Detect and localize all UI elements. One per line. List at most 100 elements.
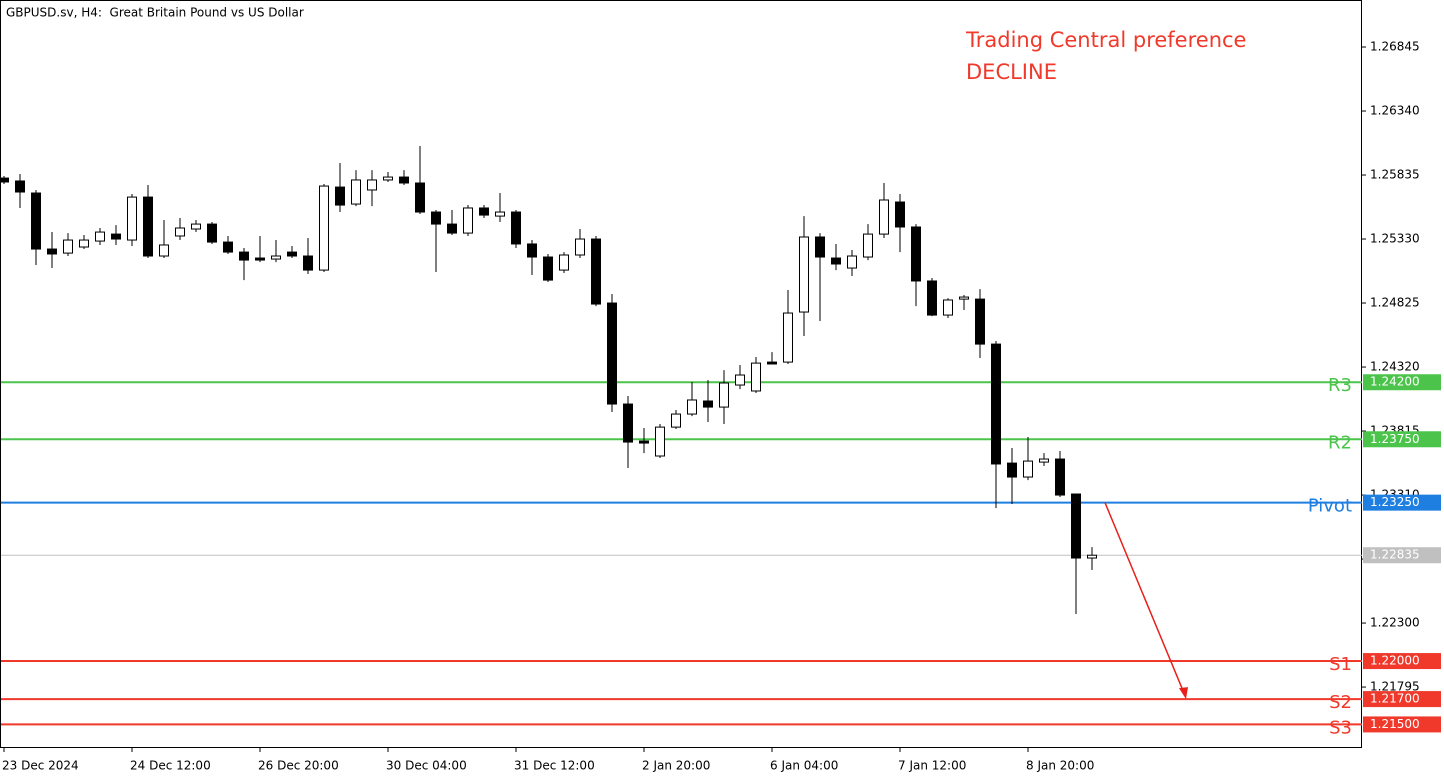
plot-frame xyxy=(0,0,1362,748)
level-label-box xyxy=(1363,494,1441,511)
candle-body xyxy=(463,207,473,234)
current-price-box xyxy=(1363,547,1441,564)
candle-body xyxy=(927,280,937,316)
level-label: 1.23250 xyxy=(1370,495,1420,509)
candle-body xyxy=(751,362,761,392)
candle-body xyxy=(175,227,185,237)
level-label-box xyxy=(1363,716,1441,733)
candle-body xyxy=(559,254,569,271)
candle-body xyxy=(943,299,953,316)
level-label-box xyxy=(1363,691,1441,708)
candle-body xyxy=(687,399,697,415)
level-label: 1.21700 xyxy=(1370,692,1420,706)
labels-layer: R3 1.24200 R2 1.23750 Pivot 1.23250 S1 1.22000 S… xyxy=(1104,374,1441,738)
candle-body xyxy=(335,186,345,206)
candle-body xyxy=(1055,458,1065,496)
candle-body xyxy=(479,207,489,216)
annotation: Trading Central preference xyxy=(965,28,1246,52)
candle-body xyxy=(383,176,393,181)
level-name: R2 xyxy=(1328,432,1352,453)
candle-body xyxy=(431,211,441,225)
candle-body xyxy=(0,177,9,183)
candle-body xyxy=(511,211,521,245)
y-tick-label: 1.22300 xyxy=(1370,616,1420,630)
candle-body xyxy=(1071,493,1081,559)
candle-body xyxy=(191,223,201,230)
candle-body xyxy=(15,180,25,193)
x-tick-label: 7 Jan 12:00 xyxy=(898,759,966,773)
y-tick-label: 1.21795 xyxy=(1370,680,1420,694)
candle-body xyxy=(703,400,713,408)
level-name: S2 xyxy=(1329,692,1352,713)
x-tick-label: 23 Dec 2024 xyxy=(2,759,79,773)
candle-body xyxy=(991,343,1001,465)
candle-body xyxy=(47,248,57,255)
candle-body xyxy=(767,361,777,365)
candle-body xyxy=(879,199,889,235)
level-name: S1 xyxy=(1329,654,1352,675)
level-name: Pivot xyxy=(1308,496,1352,517)
candle-body xyxy=(255,257,265,261)
candle-body xyxy=(815,236,825,258)
candle-body xyxy=(399,176,409,184)
y-tick-label: 1.25330 xyxy=(1370,232,1420,246)
candle-body xyxy=(143,196,153,257)
y-tick-label: 1.26340 xyxy=(1370,104,1420,118)
candle-body xyxy=(79,239,89,248)
candle-body xyxy=(735,374,745,386)
candle-body xyxy=(975,298,985,345)
candle-body xyxy=(895,201,905,228)
candle-body xyxy=(319,185,329,271)
annotation: DECLINE xyxy=(966,60,1057,84)
level-label: 1.24200 xyxy=(1370,375,1420,389)
candle-body xyxy=(1039,458,1049,463)
candle-body xyxy=(831,257,841,265)
candle-body xyxy=(31,192,41,250)
candle-body xyxy=(351,179,361,205)
candle-body xyxy=(959,296,969,300)
candle-body xyxy=(639,440,649,444)
x-tick-label: 24 Dec 12:00 xyxy=(130,759,211,773)
candle-body xyxy=(575,238,585,256)
level-label: 1.21500 xyxy=(1370,717,1420,731)
candle-body xyxy=(415,182,425,213)
candle-body xyxy=(719,382,729,408)
candle-body xyxy=(1087,554,1097,559)
axis-layer: 1.26845 1.26340 1.25835 1.25330 1.24825 1.243… xyxy=(2,40,1420,773)
current-price-label: 1.22835 xyxy=(1370,548,1420,562)
level-name: S3 xyxy=(1329,717,1352,738)
level-label: 1.22000 xyxy=(1370,654,1420,668)
candle-body xyxy=(783,312,793,363)
candle-body xyxy=(655,426,665,457)
candle-body xyxy=(63,239,73,254)
candle-body xyxy=(111,233,121,240)
candle-body xyxy=(911,226,921,282)
x-tick-label: 30 Dec 04:00 xyxy=(386,759,467,773)
forecast-arrow-head xyxy=(1179,687,1188,700)
candle-body xyxy=(799,236,809,313)
x-tick-label: 8 Jan 20:00 xyxy=(1026,759,1094,773)
levels-layer xyxy=(1,381,1362,726)
candle-body xyxy=(495,211,505,217)
candle-body xyxy=(271,255,281,260)
candle-body xyxy=(527,243,537,258)
x-tick-label: 26 Dec 20:00 xyxy=(258,759,339,773)
level-label-box xyxy=(1363,653,1441,670)
candle-body xyxy=(543,256,553,281)
candle-body xyxy=(127,196,137,241)
x-tick-label: 6 Jan 04:00 xyxy=(770,759,838,773)
candle-body xyxy=(207,223,217,243)
forecast-arrow xyxy=(1104,502,1185,694)
candle-body xyxy=(367,179,377,191)
y-tick-label: 1.26845 xyxy=(1370,40,1420,54)
candle-body xyxy=(847,255,857,269)
candle-body xyxy=(447,223,457,234)
x-tick-label: 2 Jan 20:00 xyxy=(642,759,710,773)
candle-body xyxy=(303,255,313,271)
level-name: R3 xyxy=(1328,375,1352,396)
y-tick-label: 1.24825 xyxy=(1370,296,1420,310)
candle-body xyxy=(1007,462,1017,478)
candle-body xyxy=(863,233,873,258)
